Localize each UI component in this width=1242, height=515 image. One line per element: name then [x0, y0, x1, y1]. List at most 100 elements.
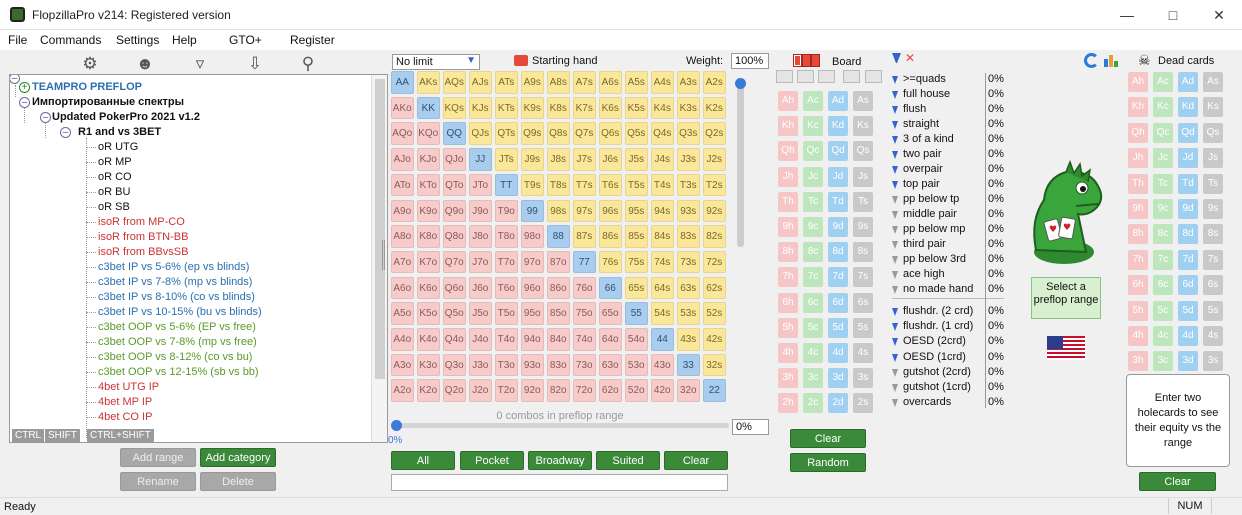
board-card-7c[interactable]: 7c [803, 267, 823, 288]
filter-toggle-icon[interactable] [892, 368, 898, 377]
hand-cell-AQs[interactable]: AQs [443, 71, 466, 94]
hand-cell-J7o[interactable]: J7o [469, 250, 492, 274]
splitter-handle[interactable] [382, 240, 385, 270]
hand-cell-T7o[interactable]: T7o [495, 250, 518, 274]
all-button[interactable]: All [391, 451, 455, 470]
hand-cell-J2s[interactable]: J2s [703, 148, 726, 171]
board-card-Ah[interactable]: Ah [778, 91, 798, 111]
hand-cell-93s[interactable]: 93s [677, 199, 700, 222]
dead-card-Kd[interactable]: Kd [1178, 97, 1198, 118]
tree-root-teampro[interactable]: TEAMPRO PREFLOP [32, 81, 143, 93]
dead-card-4d[interactable]: 4d [1178, 326, 1198, 346]
dead-card-7d[interactable]: 7d [1178, 249, 1198, 270]
hand-cell-K8o[interactable]: K8o [417, 225, 440, 248]
hand-cell-J4o[interactable]: J4o [469, 328, 492, 351]
hand-cell-65o[interactable]: 65o [599, 302, 622, 325]
collapse-icon[interactable]: – [60, 127, 71, 138]
hand-cell-T4s[interactable]: T4s [651, 173, 674, 197]
board-card-9c[interactable]: 9c [803, 217, 823, 237]
hand-cell-86o[interactable]: 86o [547, 276, 570, 300]
tree-item[interactable]: oR UTG [98, 141, 139, 153]
hand-cell-73s[interactable]: 73s [677, 250, 700, 274]
hand-cell-62s[interactable]: 62s [703, 276, 726, 300]
hand-cell-QTo[interactable]: QTo [443, 173, 466, 197]
dead-card-6d[interactable]: 6d [1178, 275, 1198, 296]
filter-toggle-icon[interactable] [892, 338, 898, 347]
hand-cell-98o[interactable]: 98o [521, 225, 544, 248]
hand-cell-85s[interactable]: 85s [625, 225, 648, 248]
hand-cell-84o[interactable]: 84o [547, 328, 570, 351]
clear-filter-icon[interactable]: ✕ [905, 51, 916, 65]
hand-cell-T5o[interactable]: T5o [495, 302, 518, 325]
hand-cell-K3s[interactable]: K3s [677, 96, 700, 120]
hand-cell-KJo[interactable]: KJo [417, 148, 440, 171]
tree-item[interactable]: c3bet OOP vs 12-15% (sb vs bb) [98, 366, 259, 378]
hand-cell-K6o[interactable]: K6o [417, 276, 440, 300]
hand-cell-K6s[interactable]: K6s [599, 96, 622, 120]
filter-toggle-icon[interactable] [892, 271, 898, 279]
hand-cell-J6s[interactable]: J6s [599, 148, 622, 171]
tree-item[interactable]: c3bet IP vs 10-15% (bu vs blinds) [98, 306, 262, 318]
users-icon[interactable]: ☻ [136, 54, 154, 73]
hand-cell-K5o[interactable]: K5o [417, 302, 440, 325]
board-card-8d[interactable]: 8d [828, 242, 848, 263]
filter-toggle-icon[interactable] [892, 353, 898, 362]
board-card-2s[interactable]: 2s [853, 393, 873, 414]
hand-cell-82o[interactable]: 82o [547, 379, 570, 402]
filter-toggle-icon[interactable] [892, 106, 898, 114]
hand-cell-K3o[interactable]: K3o [417, 353, 440, 377]
tree-item[interactable]: oR MP [98, 156, 132, 168]
dead-card-7c[interactable]: 7c [1153, 249, 1173, 270]
hand-cell-96s[interactable]: 96s [599, 199, 622, 222]
hand-cell-A3o[interactable]: A3o [391, 353, 414, 377]
filter-add-icon[interactable]: ▿ [195, 54, 205, 73]
hand-cell-52o[interactable]: 52o [625, 379, 648, 402]
hand-cell-K4s[interactable]: K4s [651, 96, 674, 120]
hand-cell-ATs[interactable]: ATs [495, 71, 518, 94]
dead-card-Kc[interactable]: Kc [1153, 97, 1173, 118]
menu-register[interactable]: Register [290, 33, 335, 47]
board-card-3h[interactable]: 3h [778, 368, 798, 389]
board-card-Qc[interactable]: Qc [803, 141, 823, 162]
hand-cell-94s[interactable]: 94s [651, 199, 674, 222]
board-card-2c[interactable]: 2c [803, 393, 823, 414]
filter-toggle-icon[interactable] [892, 323, 898, 332]
board-card-8s[interactable]: 8s [853, 242, 873, 263]
board-card-6s[interactable]: 6s [853, 292, 873, 313]
board-card-Tc[interactable]: Tc [803, 191, 823, 212]
refresh-icon[interactable] [1084, 53, 1099, 68]
dead-card-3c[interactable]: 3c [1153, 351, 1173, 372]
filter-toggle-icon[interactable] [892, 241, 898, 249]
hand-cell-J2o[interactable]: J2o [469, 379, 492, 402]
hand-cell-Q9s[interactable]: Q9s [521, 122, 544, 145]
board-card-7h[interactable]: 7h [778, 267, 798, 288]
tree-item[interactable]: 4bet CO IP [98, 411, 153, 423]
filter-toggle-icon[interactable] [892, 91, 898, 99]
tree-item[interactable]: c3bet OOP vs 7-8% (mp vs free) [98, 336, 257, 348]
dead-card-4c[interactable]: 4c [1153, 326, 1173, 346]
hand-cell-77[interactable]: 77 [573, 250, 596, 274]
hand-cell-J7s[interactable]: J7s [573, 148, 596, 171]
select-preflop-range-button[interactable]: Select a preflop range [1031, 277, 1101, 319]
hand-cell-AA[interactable]: AA [391, 71, 414, 94]
board-card-Jc[interactable]: Jc [803, 166, 823, 187]
import-icon[interactable]: ⇩ [247, 54, 263, 73]
hand-cell-84s[interactable]: 84s [651, 225, 674, 248]
hand-cell-54s[interactable]: 54s [651, 302, 674, 325]
board-card-4s[interactable]: 4s [853, 343, 873, 363]
board-card-5d[interactable]: 5d [828, 317, 848, 338]
menu-help[interactable]: Help [172, 33, 197, 47]
filter-toggle-icon[interactable] [892, 399, 898, 408]
hand-cell-A8s[interactable]: A8s [547, 71, 570, 94]
board-card-Td[interactable]: Td [828, 191, 848, 212]
hand-cell-75s[interactable]: 75s [625, 250, 648, 274]
weight-slider-thumb[interactable] [735, 78, 746, 89]
hand-cell-Q6s[interactable]: Q6s [599, 122, 622, 145]
hand-cell-32s[interactable]: 32s [703, 353, 726, 377]
hand-cell-65s[interactable]: 65s [625, 276, 648, 300]
hand-cell-72o[interactable]: 72o [573, 379, 596, 402]
board-card-7d[interactable]: 7d [828, 267, 848, 288]
hand-cell-TT[interactable]: TT [495, 173, 518, 197]
us-flag-icon[interactable] [1047, 336, 1085, 360]
tree-item[interactable]: c3bet OOP vs 5-6% (EP vs free) [98, 321, 256, 333]
